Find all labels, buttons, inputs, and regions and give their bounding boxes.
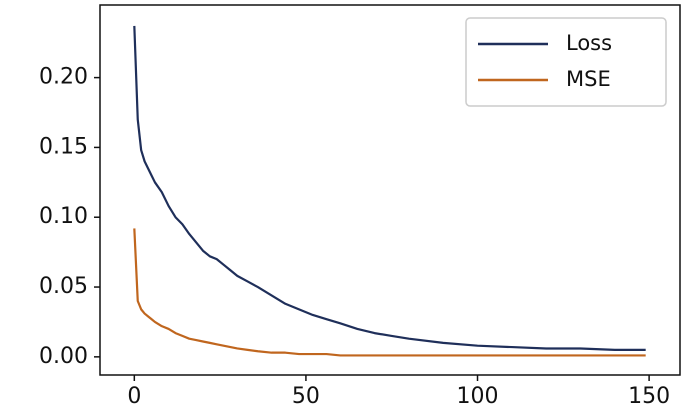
y-tick-label: 0.20 — [39, 65, 88, 90]
legend-label: MSE — [566, 67, 611, 91]
legend-box — [465, 17, 667, 107]
y-tick-label: 0.05 — [39, 274, 88, 299]
legend-label: Loss — [566, 31, 612, 55]
line-series — [133, 228, 646, 357]
axes-frame — [99, 4, 681, 376]
x-tick-label: 150 — [628, 384, 670, 407]
y-tick-label: 0.10 — [39, 204, 88, 229]
y-tick-label: 0.00 — [39, 344, 88, 369]
x-tick-label: 0 — [127, 384, 141, 407]
x-tick-label: 50 — [292, 384, 320, 407]
y-tick-label: 0.15 — [39, 134, 88, 159]
x-tick-label: 100 — [457, 384, 499, 407]
line-series — [133, 25, 646, 351]
